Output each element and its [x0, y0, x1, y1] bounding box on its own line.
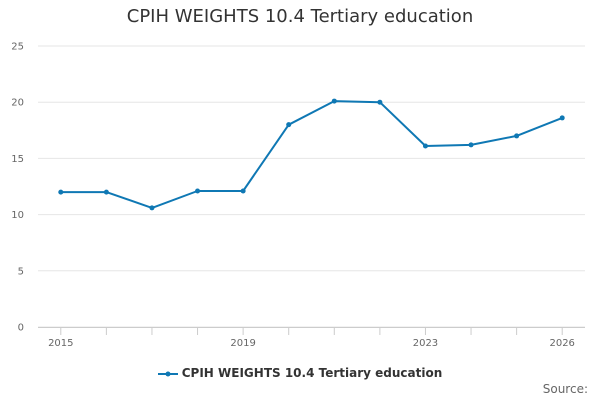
- data-point[interactable]: [149, 205, 155, 211]
- series-lines: [60, 100, 563, 209]
- y-tick-label: 15: [11, 154, 24, 165]
- data-point[interactable]: [286, 122, 292, 128]
- series-line: [60, 100, 563, 209]
- chart-title: CPIH WEIGHTS 10.4 Tertiary education: [126, 6, 474, 27]
- data-point[interactable]: [58, 189, 64, 195]
- y-tick-label: 5: [18, 266, 24, 277]
- data-point[interactable]: [103, 189, 109, 195]
- y-tick-label: 10: [11, 210, 24, 221]
- y-axis-tick-labels: 0 5 10 15 20 25: [11, 42, 24, 334]
- x-tick-label: 2015: [48, 338, 73, 349]
- gridlines: [38, 45, 585, 328]
- source-label: Source:: [542, 382, 588, 396]
- x-tick-label: 2023: [413, 338, 438, 349]
- data-point[interactable]: [468, 142, 474, 148]
- data-point[interactable]: [331, 98, 337, 104]
- data-point[interactable]: [514, 133, 520, 139]
- x-axis: 2015 2019 2023 2026: [38, 327, 585, 349]
- y-tick-label: 0: [18, 323, 24, 334]
- y-tick-label: 20: [11, 98, 24, 109]
- data-point[interactable]: [377, 99, 383, 105]
- x-tick-label: 2019: [230, 338, 255, 349]
- legend[interactable]: CPIH WEIGHTS 10.4 Tertiary education: [0, 366, 600, 380]
- legend-swatch-icon: [157, 371, 178, 376]
- x-tick-label: 2026: [549, 338, 574, 349]
- legend-label: CPIH WEIGHTS 10.4 Tertiary education: [181, 366, 443, 380]
- series-points: [58, 98, 565, 211]
- data-point[interactable]: [422, 143, 428, 149]
- data-point[interactable]: [559, 115, 565, 121]
- y-tick-label: 25: [11, 42, 24, 53]
- data-point[interactable]: [240, 188, 246, 194]
- data-point[interactable]: [195, 188, 201, 194]
